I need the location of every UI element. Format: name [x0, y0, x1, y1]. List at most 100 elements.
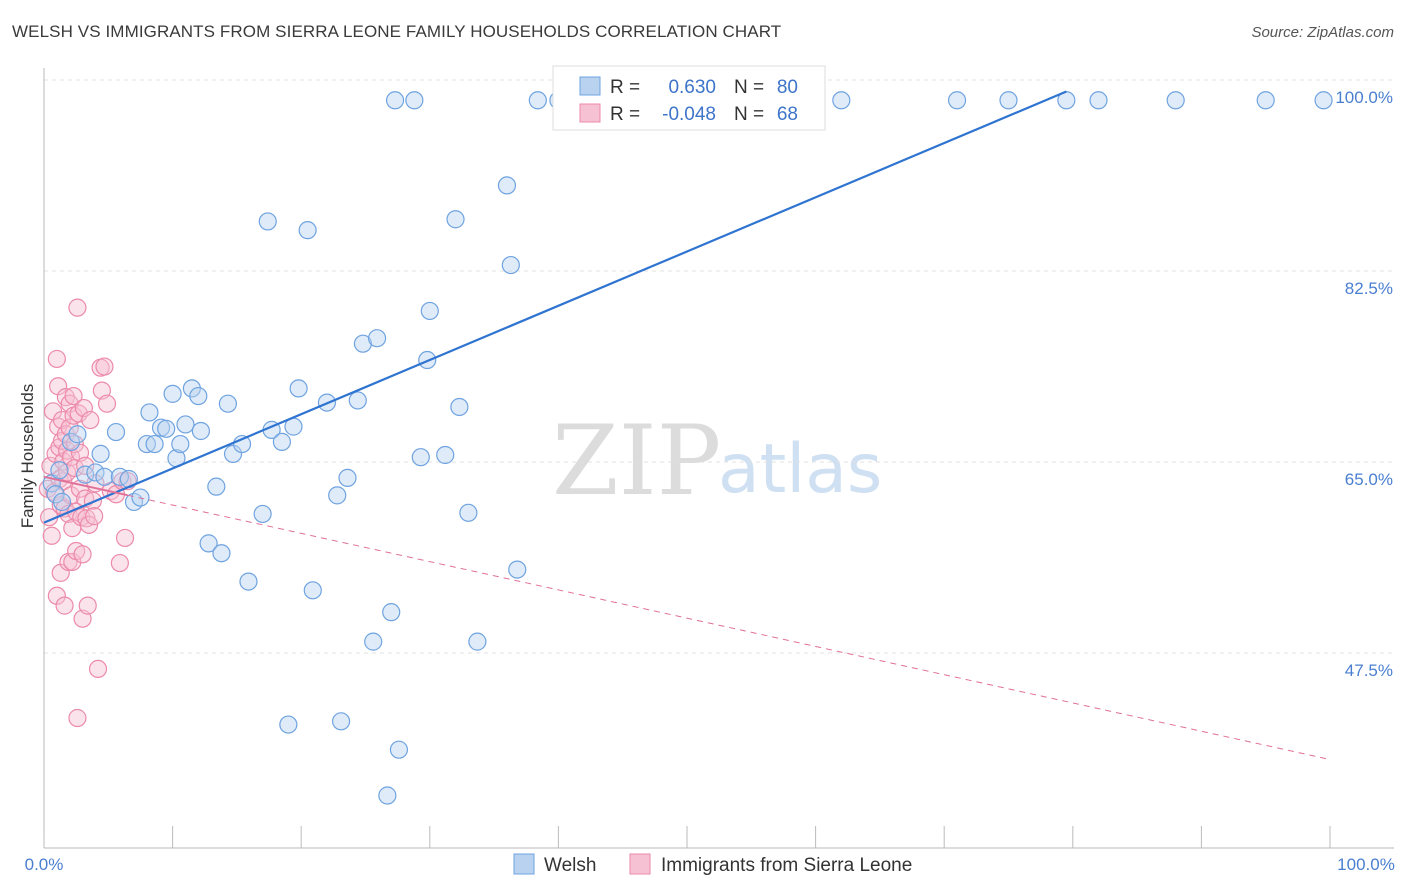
stats-box: R = 0.630 N = 80 R = -0.048 N = 68 [552, 65, 826, 131]
welsh-point [528, 91, 547, 110]
welsh-point [191, 421, 210, 441]
trend-lines [43, 90, 1331, 760]
stats-welsh-n-value: 80 [777, 77, 798, 98]
welsh-point [303, 581, 322, 600]
welsh-point [140, 403, 159, 422]
watermark-zip: ZIP [552, 405, 721, 517]
sierra-leone-point [110, 553, 129, 573]
sierra-leone-point [115, 528, 135, 548]
welsh-point [50, 461, 69, 480]
welsh-point [289, 379, 308, 398]
stats-welsh-r-value: 0.630 [668, 77, 716, 98]
welsh-point [405, 91, 424, 110]
legend-welsh-swatch [513, 853, 535, 875]
sierra-leone-point [63, 552, 82, 572]
sierra-leone-point [78, 596, 97, 615]
sierra-leone-point [81, 410, 100, 430]
series-welsh-points [42, 91, 1333, 805]
welsh-point [1089, 91, 1108, 110]
stats-welsh-n-label: N = [734, 77, 764, 98]
welsh-point [420, 301, 439, 321]
welsh-point [46, 485, 65, 504]
watermark: ZIP atlas [552, 405, 882, 517]
welsh-point [298, 221, 317, 240]
sierra-leone-point [68, 708, 87, 728]
source-credit: Source: ZipAtlas.com [1251, 24, 1394, 41]
welsh-point [137, 434, 156, 454]
welsh-point [450, 397, 469, 417]
stats-welsh-r-label: R = [610, 77, 640, 98]
y-axis-tick-labels: 47.5% 65.0% 82.5% 100.0% [1335, 88, 1393, 680]
sierra-leone-point [79, 515, 99, 534]
welsh-point [1314, 91, 1333, 110]
welsh-point [389, 740, 409, 759]
stats-sierra-r-label: R = [610, 104, 640, 125]
sierra-leone-point [55, 596, 74, 615]
welsh-point [258, 212, 277, 231]
y-tick-label: 47.5% [1345, 661, 1393, 680]
sierra-leone-point [42, 526, 61, 545]
welsh-point [189, 386, 208, 406]
sierra-leone-point [52, 410, 72, 430]
stats-sierra-swatch [579, 103, 601, 123]
welsh-point [212, 544, 231, 563]
welsh-point [145, 434, 164, 454]
y-tick-label: 82.5% [1345, 279, 1393, 298]
welsh-trend-line [43, 90, 1067, 524]
welsh-point [832, 91, 851, 110]
welsh-point [106, 422, 126, 442]
welsh-point [338, 468, 357, 488]
welsh-point [367, 329, 387, 348]
axes [43, 68, 1394, 849]
legend-sierra-swatch [629, 853, 651, 875]
sierra-leone-point [88, 659, 108, 679]
welsh-point [253, 504, 272, 524]
sierra-leone-point [83, 491, 102, 510]
chart-title: WELSH VS IMMIGRANTS FROM SIERRA LEONE FA… [12, 22, 782, 41]
sierra-leone-point [68, 298, 87, 317]
welsh-point [328, 486, 347, 505]
welsh-point [176, 415, 195, 434]
sierra-trend-line-solid [43, 475, 128, 497]
welsh-point [348, 391, 367, 410]
welsh-point [1166, 91, 1185, 110]
welsh-point [459, 503, 478, 522]
gridlines [44, 79, 1394, 654]
welsh-point [207, 477, 226, 496]
sierra-leone-point [97, 394, 117, 413]
welsh-point [1256, 91, 1275, 110]
welsh-point [947, 91, 967, 110]
welsh-point [182, 379, 201, 398]
sierra-trend-line-dashed [127, 494, 1331, 760]
stats-sierra-n-label: N = [734, 104, 764, 125]
welsh-point [163, 384, 182, 403]
sierra-leone-point [73, 545, 92, 564]
welsh-point [446, 210, 465, 229]
x-tick-label-max: 100.0% [1337, 855, 1395, 874]
welsh-point [91, 444, 110, 463]
legend-sierra-label: Immigrants from Sierra Leone [661, 855, 912, 876]
welsh-point [468, 632, 487, 651]
welsh-point [61, 432, 81, 451]
welsh-point [157, 419, 176, 438]
welsh-point [218, 394, 237, 413]
x-tick-label-min: 0.0% [25, 855, 64, 874]
sierra-leone-point [69, 404, 88, 423]
welsh-point [239, 572, 258, 591]
welsh-point [279, 715, 298, 734]
sierra-leone-point [85, 507, 104, 526]
welsh-point [171, 434, 190, 454]
sierra-leone-point [61, 486, 81, 505]
stats-sierra-n-value: 68 [777, 104, 798, 125]
welsh-point [385, 91, 405, 110]
welsh-point [411, 448, 430, 467]
stats-welsh-swatch [579, 76, 601, 96]
legend-welsh-label: Welsh [544, 855, 596, 876]
y-tick-label: 100.0% [1335, 88, 1393, 107]
welsh-point [382, 603, 401, 622]
welsh-point [199, 534, 218, 553]
x-axis-ticks [43, 826, 1331, 848]
sierra-leone-point [95, 357, 114, 376]
series-sierra-leone-points [38, 298, 137, 728]
welsh-point [86, 463, 105, 482]
